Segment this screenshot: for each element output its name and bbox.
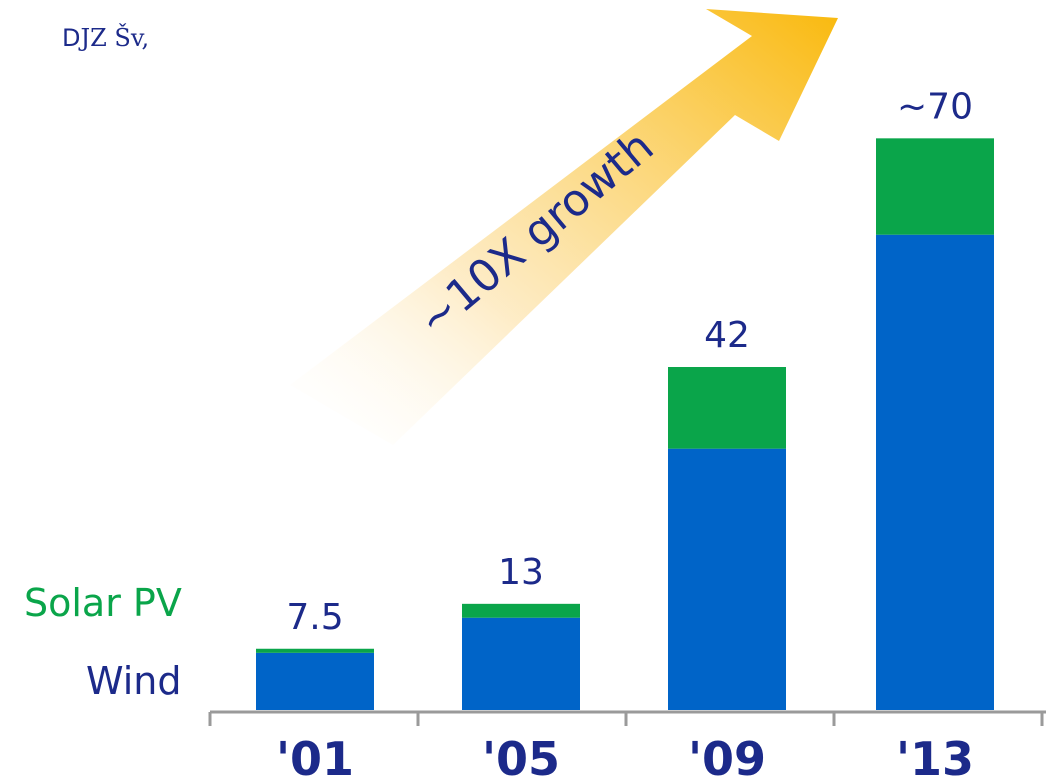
total-label-1: 13 bbox=[498, 552, 544, 593]
x-axis-tick-marks bbox=[208, 712, 1044, 726]
header-glyphs: ꓓJZ Šv, bbox=[62, 23, 149, 52]
legend-wind: Wind bbox=[86, 659, 182, 703]
x-tick-label-1: '05 bbox=[482, 732, 560, 782]
x-tick-label-3: '13 bbox=[896, 732, 974, 782]
bar-wind-1 bbox=[462, 617, 580, 710]
growth-annotation: ~10X growth bbox=[408, 121, 663, 347]
bar-wind-0 bbox=[256, 652, 374, 710]
bar-wind-3 bbox=[876, 234, 994, 710]
x-tick-labels-group: '01 '05 '09 '13 bbox=[276, 732, 974, 782]
bars-group bbox=[256, 138, 994, 710]
growth-arrow bbox=[290, 9, 838, 445]
total-label-2: 42 bbox=[704, 315, 750, 356]
x-tick-label-0: '01 bbox=[276, 732, 354, 782]
total-label-0: 7.5 bbox=[286, 597, 343, 638]
total-labels-group: 7.5 13 42 ~70 bbox=[286, 86, 973, 637]
bar-solar-pv-3 bbox=[876, 138, 994, 235]
bar-solar-pv-1 bbox=[462, 603, 580, 618]
bar-solar-pv-2 bbox=[668, 367, 786, 449]
legend-solar-pv: Solar PV bbox=[24, 581, 182, 625]
total-label-3: ~70 bbox=[897, 86, 973, 127]
bar-wind-2 bbox=[668, 448, 786, 710]
x-tick-label-2: '09 bbox=[688, 732, 766, 782]
bar-solar-pv-0 bbox=[256, 648, 374, 653]
